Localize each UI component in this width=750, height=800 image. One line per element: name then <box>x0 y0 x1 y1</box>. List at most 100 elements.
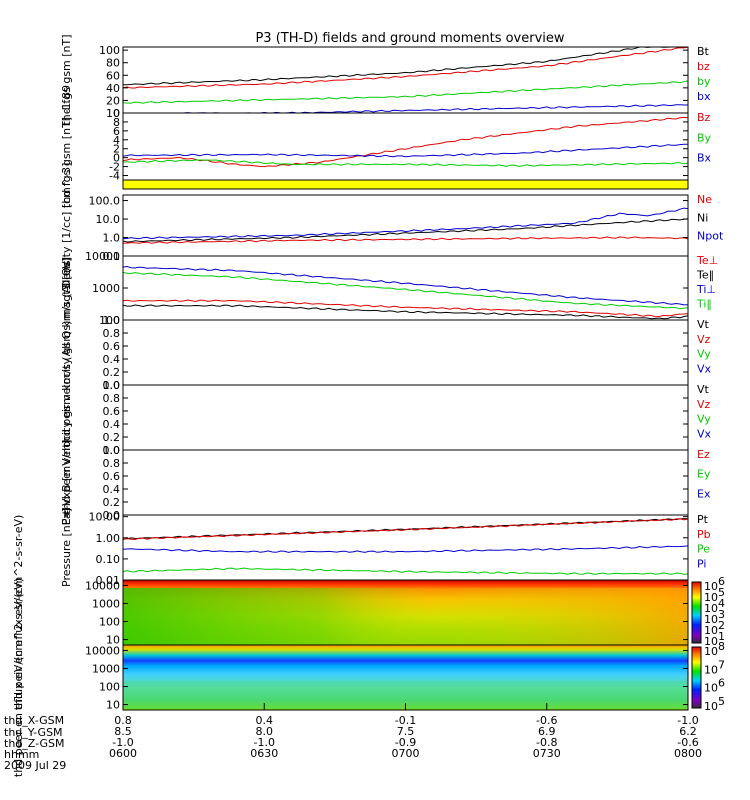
ytick-label: 10.0 <box>96 213 121 226</box>
row-label-x-gsm: thd_X-GSM <box>4 714 64 727</box>
panel-3: 100 1000 10000 magt3 [eV] Te⊥ Te‖Ti⊥ Ti‖ <box>60 250 718 327</box>
legend-Ex: Ex <box>697 487 711 500</box>
ytick-label: 20 <box>106 94 120 107</box>
ytick-label: 100.0 <box>89 195 121 208</box>
spectrogram-overlay-8 <box>123 588 688 645</box>
date-label: 2009 Jul 29 <box>4 759 66 772</box>
ytick-label: 0.4 <box>103 353 121 366</box>
panel-frame-6 <box>122 449 689 516</box>
series-line-Ne <box>122 236 689 244</box>
ytick-label: 10.00 <box>89 511 121 524</box>
flag-band <box>123 180 688 189</box>
colorbar-9 <box>691 646 702 709</box>
colorbar-label: 10 <box>704 635 718 648</box>
series-line-Bx <box>122 143 688 158</box>
series-line-by <box>122 80 689 104</box>
ytick-label: 80 <box>106 57 120 70</box>
legend-bz: bz <box>697 60 710 73</box>
legend-Pt: Pt <box>697 513 709 526</box>
legend-Vx: Vx <box>697 427 712 440</box>
ytick-label: 0.4 <box>103 483 121 496</box>
ylabel-7: Pressure [nPa] <box>60 508 73 587</box>
colorbar-label: 10 <box>704 613 718 626</box>
xtick-label: 0.8 <box>114 714 132 727</box>
xtick-label: 8.0 <box>256 725 274 738</box>
ytick-label: -2 <box>109 161 120 174</box>
series-line-Pb <box>122 518 689 541</box>
row-label-hhmm: hhmm <box>4 748 39 761</box>
series-line-Npot <box>122 207 689 240</box>
xtick-label: 0800 <box>674 747 702 760</box>
ytick-label: 100 <box>99 314 120 327</box>
spectrogram-9 <box>123 645 688 710</box>
legend-Vy: Vy <box>697 413 711 426</box>
ylabel-4: thd peir velocity gsm km/s (All Qs) <box>60 257 73 447</box>
figure-title: P3 (TH-D) fields and ground moments over… <box>255 31 564 46</box>
series-line-Ti‖ <box>122 271 689 310</box>
legend-Ey: Ey <box>697 468 711 481</box>
xtick-label: 0.4 <box>256 714 274 727</box>
ytick-label: 0.2 <box>103 366 121 379</box>
ytick-label: 0.4 <box>103 418 121 431</box>
ytick-label: 0.2 <box>103 496 121 509</box>
ytick-label: 6 <box>113 125 120 138</box>
ytick-label: 100 <box>99 44 120 57</box>
ytick-label: 0.01 <box>96 574 121 587</box>
legend-Bx: Bx <box>697 152 712 165</box>
xtick-label: 0630 <box>250 747 278 760</box>
colorbar-exp: 3 <box>718 608 725 621</box>
ytick-label: 60 <box>106 69 120 82</box>
series-line-Bt <box>122 46 688 86</box>
ytick-label: 0.8 <box>103 392 121 405</box>
series-line-Te⊥ <box>122 299 689 318</box>
panel-9: 10 100 1000 10000 thd peer en eflux eV/(cm^2… <box>12 578 725 777</box>
ylabel-0: thd fgs gsm [nT] <box>60 34 73 125</box>
panel-frame-5 <box>122 384 689 451</box>
xtick-label: 0700 <box>392 747 420 760</box>
ytick-label: 10000 <box>85 250 120 263</box>
colorbar-exp: 5 <box>718 586 725 599</box>
legend-Vt: Vt <box>697 318 710 331</box>
colorbar-exp: 8 <box>718 640 725 653</box>
colorbar-exp: 1 <box>718 630 725 643</box>
ytick-label: 100 <box>99 681 120 694</box>
xtick-label: -0.8 <box>536 736 557 749</box>
colorbar-exp: 6 <box>718 575 725 588</box>
legend-Pi: Pi <box>697 557 706 570</box>
colorbar-label: 10 <box>704 602 718 615</box>
xtick-label: -1.0 <box>677 714 698 727</box>
ytick-label: 10 <box>106 699 120 712</box>
ytick-label: 0.6 <box>103 340 121 353</box>
xtick-label: 7.5 <box>397 725 415 738</box>
legend-Ne: Ne <box>697 193 712 206</box>
xtick-label: 6.9 <box>538 725 556 738</box>
time-axis: thd_X-GSM thd_Y-GSM thd_Z-GSM hhmm 2009 … <box>4 714 66 772</box>
xtick-label: 0730 <box>533 747 561 760</box>
xtick-label: -1.0 <box>254 736 275 749</box>
xtick-label: 0600 <box>109 747 137 760</box>
legend-Pb: Pb <box>697 528 711 541</box>
legend-Ni: Ni <box>697 211 708 224</box>
legend-Vy: Vy <box>697 348 711 361</box>
series-line-bz <box>122 46 689 89</box>
xtick-label: -0.1 <box>395 714 416 727</box>
flag-band-frame <box>122 179 689 190</box>
series-line-bx <box>123 104 688 114</box>
legend-Npot: Npot <box>697 230 724 243</box>
ytick-label: 100 <box>99 616 120 629</box>
legend-Pe: Pe <box>697 543 710 556</box>
legend-By: By <box>697 131 712 144</box>
colorbar-8 <box>691 581 702 644</box>
ylabel-2: Density [1/cc] [cm^-3] <box>60 163 73 289</box>
ytick-label: 0.8 <box>103 327 121 340</box>
legend-bx: bx <box>697 90 711 103</box>
colorbar-label: 10 <box>704 591 718 604</box>
ytick-label: 1.0 <box>103 379 121 392</box>
ytick-label: 10 <box>106 107 120 120</box>
